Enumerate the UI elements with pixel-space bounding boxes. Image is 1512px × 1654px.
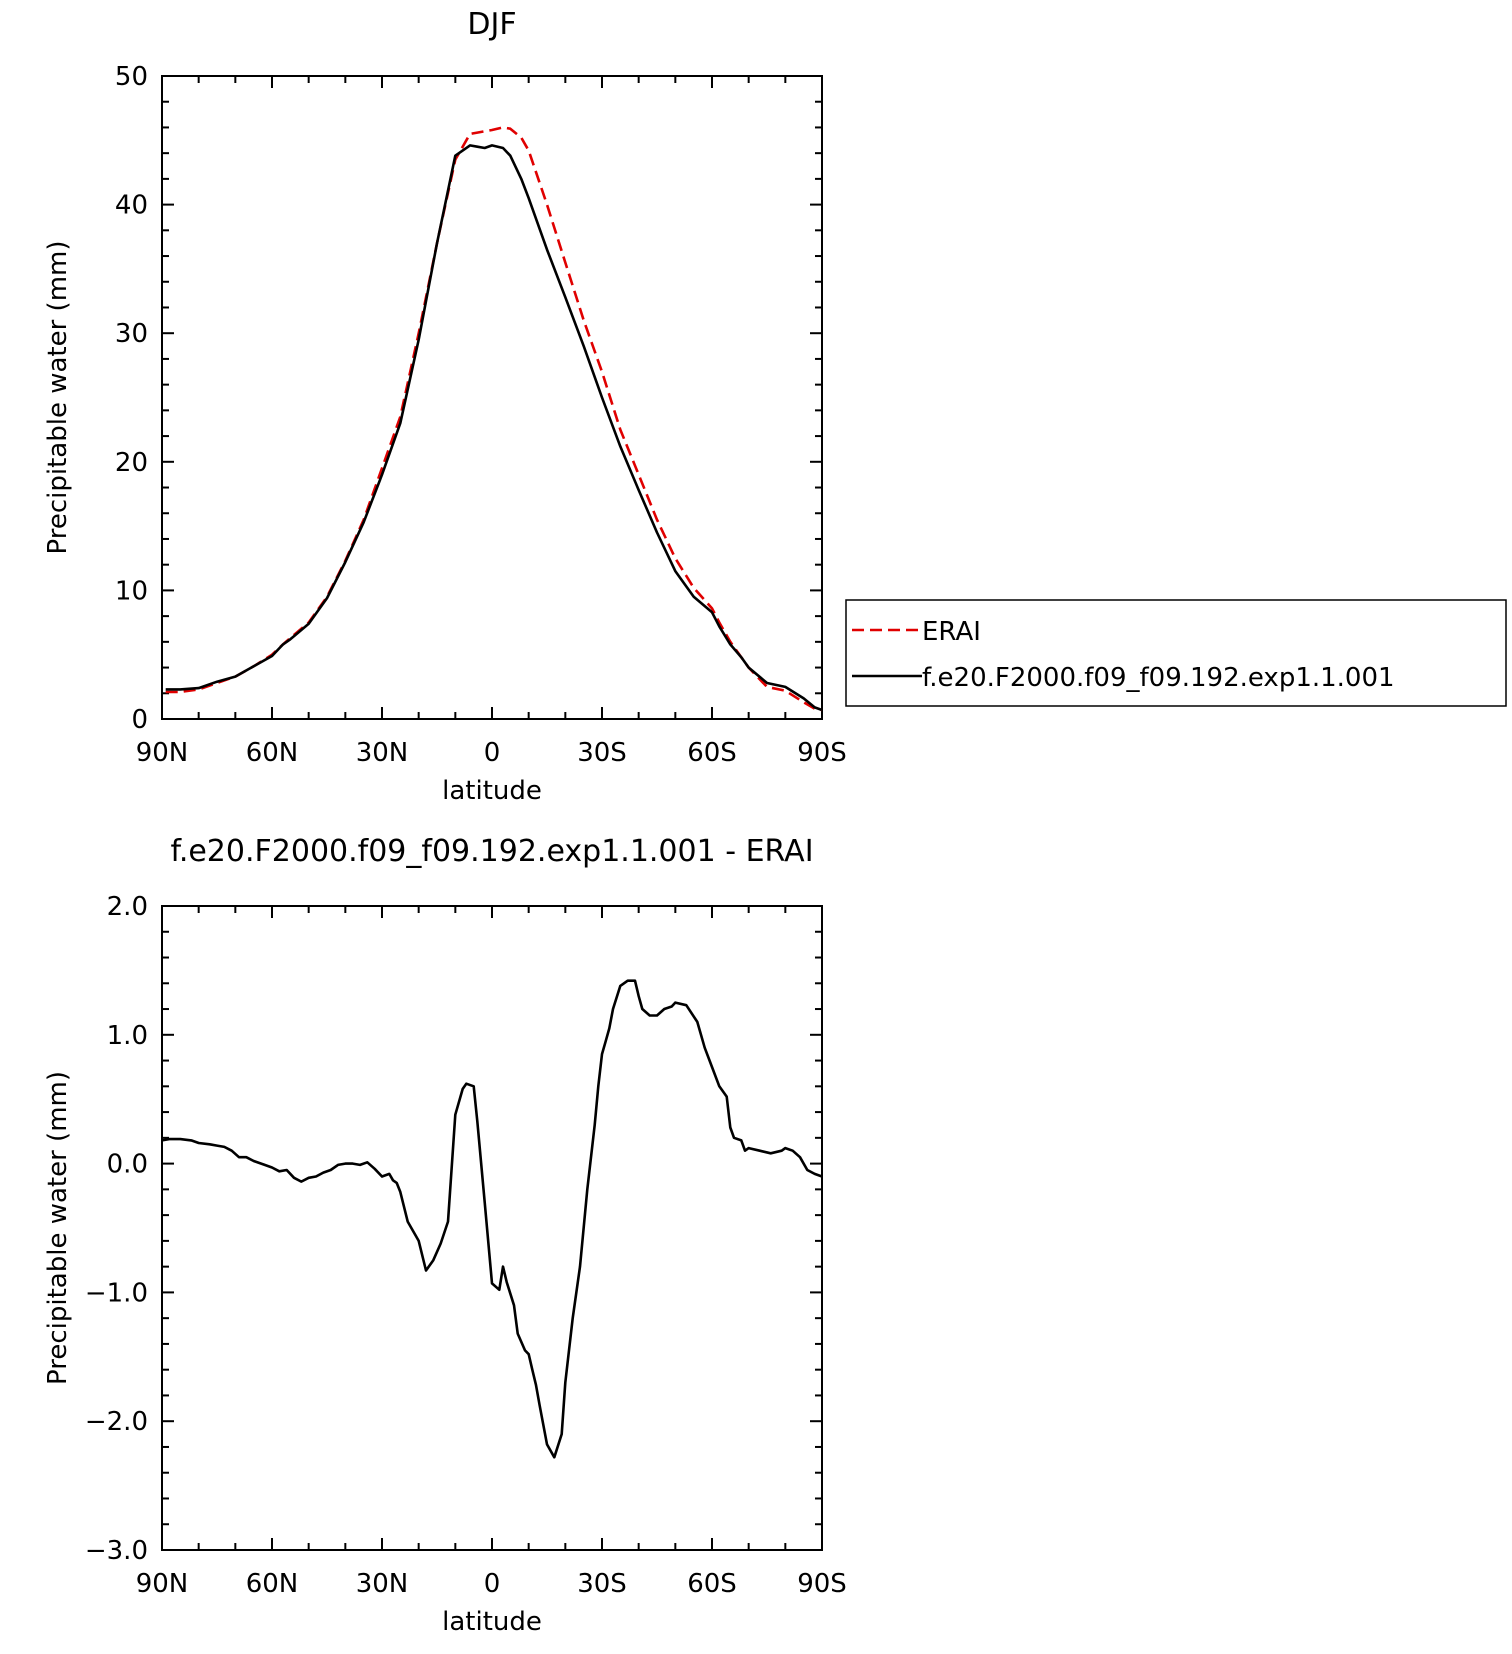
chart-title: DJF	[467, 7, 516, 42]
legend-label: ERAI	[922, 617, 981, 647]
legend: ERAI f.e20.F2000.f09_f09.192.exp1.1.001	[845, 599, 1507, 707]
y-tick-label: 0	[131, 705, 148, 735]
y-tick-label: −2.0	[85, 1407, 148, 1437]
series-line-1	[165, 144, 823, 712]
x-tick-label: 30S	[577, 1569, 627, 1599]
x-tick-label: 60N	[246, 738, 299, 768]
x-tick-label: 90S	[797, 1569, 847, 1599]
y-tick-label: 10	[115, 576, 148, 606]
x-tick-label: 30N	[356, 1569, 409, 1599]
series-line-0	[161, 979, 823, 1459]
y-tick-label: 2.0	[107, 892, 148, 922]
y-tick-label: −1.0	[85, 1278, 148, 1308]
legend-box	[845, 599, 1507, 707]
x-tick-label: 0	[484, 1569, 501, 1599]
y-tick-label: 40	[115, 191, 148, 221]
difference-panel: f.e20.F2000.f09_f09.192.exp1.1.001 - ERA…	[43, 834, 847, 1637]
plot-frame	[161, 75, 823, 720]
plot-frame	[161, 905, 823, 1551]
x-axis-label: latitude	[442, 776, 542, 806]
x-tick-label: 90N	[136, 1569, 189, 1599]
x-tick-label: 30S	[577, 738, 627, 768]
y-tick-label: 50	[115, 62, 148, 92]
x-tick-label: 30N	[356, 738, 409, 768]
y-axis-label: Precipitable water (mm)	[43, 1071, 73, 1385]
djf-panel: DJF 90N 60N 30N 0 30S 60S 90S 0 10 20 30 40 50 latitud…	[43, 7, 847, 806]
x-tick-label: 90S	[797, 738, 847, 768]
chart-title: f.e20.F2000.f09_f09.192.exp1.1.001 - ERA…	[170, 834, 813, 869]
y-tick-label: −3.0	[85, 1536, 148, 1566]
y-tick-label: 20	[115, 448, 148, 478]
y-tick-label: 0.0	[107, 1150, 148, 1180]
x-axis-label: latitude	[442, 1607, 542, 1637]
x-tick-label: 0	[484, 738, 501, 768]
y-axis-label: Precipitable water (mm)	[43, 241, 73, 555]
x-tick-label: 90N	[136, 738, 189, 768]
y-tick-label: 1.0	[107, 1021, 148, 1051]
y-tick-label: 30	[115, 319, 148, 349]
series-line-0	[165, 126, 823, 712]
x-tick-label: 60N	[246, 1569, 299, 1599]
x-tick-label: 60S	[687, 738, 737, 768]
x-tick-label: 60S	[687, 1569, 737, 1599]
legend-label: f.e20.F2000.f09_f09.192.exp1.1.001	[922, 663, 1395, 693]
